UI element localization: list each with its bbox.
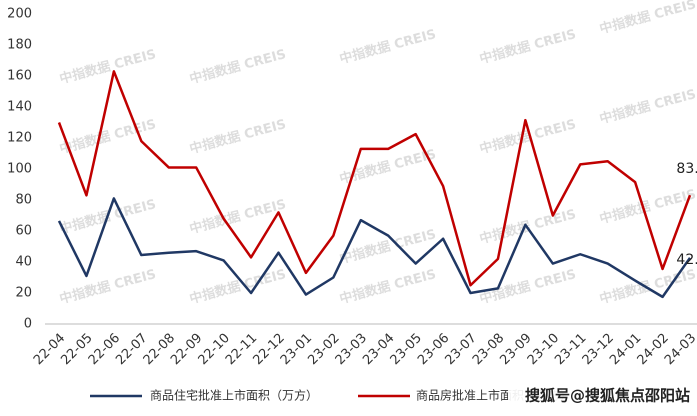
legend-label: 商品住宅批准上市面积（万方） (150, 388, 318, 403)
watermark: 中指数据 CREIS (338, 266, 438, 307)
y-tick-label: 20 (15, 286, 32, 301)
watermark: 中指数据 CREIS (58, 46, 158, 87)
data-label: 42.7 (676, 252, 697, 268)
line-series (57, 197, 692, 299)
watermark: 中指数据 CREIS (188, 266, 288, 307)
watermark: 中指数据 CREIS (338, 146, 438, 187)
y-tick-label: 60 (15, 224, 32, 239)
y-tick-label: 80 (15, 193, 32, 208)
watermark: 中指数据 CREIS (478, 266, 578, 307)
watermark: 中指数据 CREIS (478, 116, 578, 157)
y-tick-label: 200 (7, 7, 32, 22)
watermark: 中指数据 CREIS (188, 196, 288, 237)
watermark: 中指数据 CREIS (58, 266, 158, 307)
y-tick-label: 120 (7, 131, 32, 146)
y-tick-label: 0 (24, 317, 32, 332)
data-label: 83.1 (676, 161, 697, 177)
watermark: 中指数据 CREIS (58, 116, 158, 157)
watermark: 中指数据 CREIS (598, 0, 697, 37)
watermark: 中指数据 CREIS (598, 86, 697, 127)
watermark: 中指数据 CREIS (188, 116, 288, 157)
source-watermark: 搜狐号@搜狐焦点邵阳站 (525, 387, 690, 405)
y-tick-label: 160 (7, 69, 32, 84)
watermark: 中指数据 CREIS (338, 26, 438, 67)
watermark: 中指数据 CREIS (478, 26, 578, 67)
watermark-bg (508, 384, 697, 408)
watermark: 中指数据 CREIS (188, 46, 288, 87)
line-series (57, 70, 692, 287)
y-tick-label: 180 (7, 38, 32, 53)
watermark: 中指数据 CREIS (338, 226, 438, 267)
y-tick-label: 140 (7, 100, 32, 115)
y-tick-label: 40 (15, 255, 32, 270)
y-tick-label: 100 (7, 162, 32, 177)
x-tick-label: 24-03 (662, 331, 697, 368)
